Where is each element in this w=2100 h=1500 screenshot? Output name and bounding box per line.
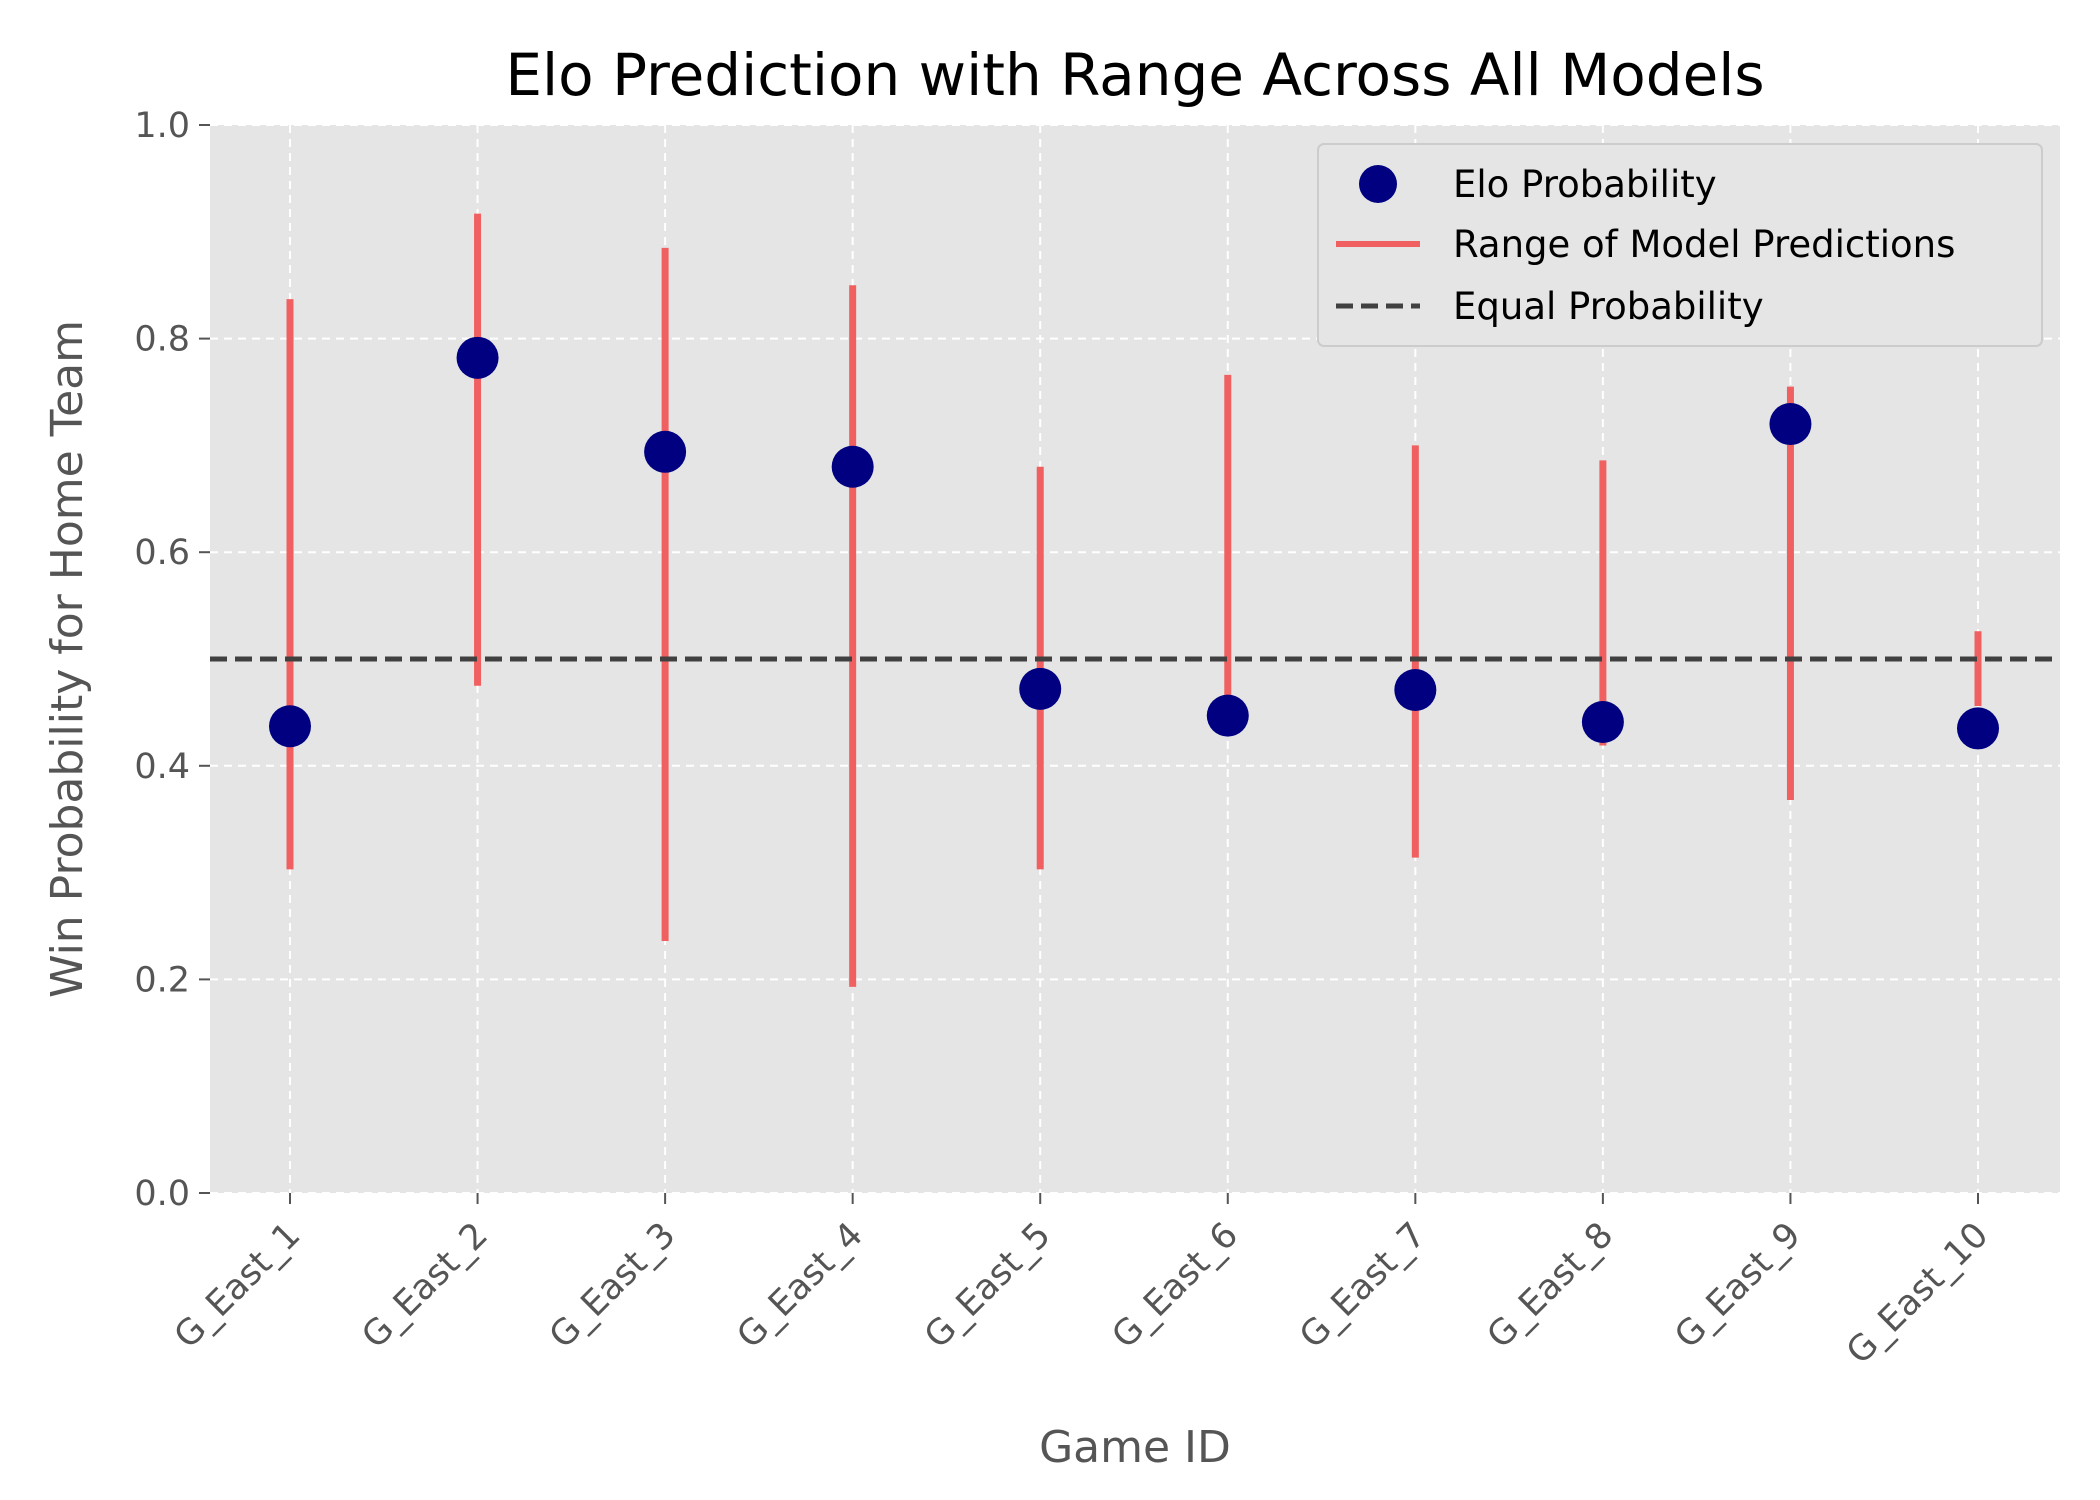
x-axis: G_East_1 G_East_2 G_East_3 G_East_4 G_East_5…	[167, 1193, 1996, 1372]
legend-label-equal: Equal Probability	[1453, 285, 1764, 328]
x-tick-label: G_East_1	[167, 1215, 308, 1356]
legend-label-elo: Elo Probability	[1453, 163, 1717, 206]
legend: Elo Probability Range of Model Predictio…	[1317, 143, 2043, 347]
y-tick-label: 0.4	[134, 747, 190, 787]
legend-marker-elo	[1359, 165, 1397, 203]
x-tick-label: G_East_2	[355, 1215, 496, 1356]
elo-point	[1019, 667, 1062, 710]
x-tick-label: G_East_8	[1480, 1215, 1621, 1356]
elo-point	[456, 336, 499, 379]
x-tick-label: G_East_6	[1105, 1215, 1246, 1356]
elo-point	[269, 705, 311, 748]
y-tick-label: 1.0	[134, 106, 190, 146]
legend-box	[1317, 143, 2043, 347]
y-tick-label: 0.0	[134, 1174, 190, 1214]
y-tick-label: 0.8	[134, 320, 190, 360]
x-tick-label: G_East_7	[1292, 1215, 1433, 1356]
elo-point	[644, 430, 687, 473]
x-tick-label: G_East_9	[1667, 1215, 1808, 1356]
y-tick-label: 0.2	[134, 960, 190, 1000]
elo-point	[1581, 701, 1624, 744]
y-tick-label: 0.6	[134, 533, 190, 573]
x-tick-label: G_East_5	[917, 1215, 1058, 1356]
elo-point	[1957, 707, 1999, 750]
y-axis-label: Win Probability for Home Team	[42, 320, 93, 998]
elo-series	[269, 336, 1999, 750]
elo-point	[1769, 403, 1812, 446]
x-tick-label: G_East_10	[1839, 1215, 1996, 1372]
x-axis-label: Game ID	[1039, 1422, 1231, 1473]
elo-point	[1206, 694, 1249, 737]
legend-label-range: Range of Model Predictions	[1453, 223, 1955, 266]
chart-title: Elo Prediction with Range Across All Mod…	[505, 41, 1764, 109]
range-series	[286, 213, 1982, 987]
y-axis: 0.0 0.2 0.4 0.6 0.8 1.0	[134, 106, 210, 1214]
elo-point	[831, 445, 874, 488]
elo-point	[1394, 668, 1437, 711]
x-tick-label: G_East_4	[730, 1215, 871, 1356]
x-tick-label: G_East_3	[542, 1215, 683, 1356]
